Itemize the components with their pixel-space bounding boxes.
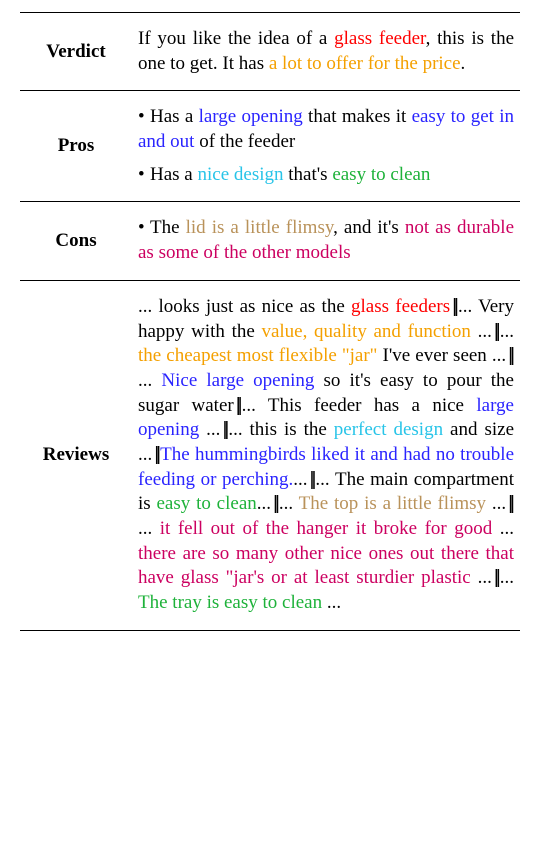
text-span: ... xyxy=(500,567,514,588)
text-span: The top is a little flimsy xyxy=(299,493,486,514)
text-span: that makes it xyxy=(303,106,412,127)
separator-icon: || xyxy=(492,566,500,591)
text-span: easy to clean xyxy=(332,164,430,185)
label-verdict: Verdict xyxy=(20,13,132,91)
text-span: nice design xyxy=(197,164,283,185)
text-span: glass feeder xyxy=(334,28,425,49)
text-span: Has a xyxy=(150,164,197,185)
text-span: glass feeders xyxy=(351,296,450,317)
text-span: . xyxy=(461,53,466,74)
separator-icon: || xyxy=(271,492,279,517)
content-reviews: ... looks just as nice as the glass feed… xyxy=(132,280,520,630)
row-cons: Cons • The lid is a little flimsy, and i… xyxy=(20,202,520,280)
text-span: ... xyxy=(471,321,492,342)
separator-icon: || xyxy=(492,320,500,345)
bullet-icon: • xyxy=(138,163,150,188)
text-span: I've ever seen ... xyxy=(377,345,506,366)
text-span: ... xyxy=(138,518,160,539)
text-span: ... xyxy=(486,493,506,514)
text-span: The xyxy=(150,217,186,238)
separator-icon: || xyxy=(152,443,160,468)
text-span: , and it's xyxy=(333,217,405,238)
label-cons: Cons xyxy=(20,202,132,280)
text-span: The tray is easy to clean xyxy=(138,592,322,613)
content-cons: • The lid is a little flimsy, and it's n… xyxy=(132,202,520,280)
text-span: ... xyxy=(293,469,307,490)
list-item: • Has a nice design that's easy to clean xyxy=(138,163,514,188)
text-span: that's xyxy=(284,164,333,185)
text-span: If you like the idea of a xyxy=(138,28,334,49)
text-span: value, quality and function xyxy=(261,321,470,342)
text-span: Has a xyxy=(150,106,199,127)
text-span: large opening xyxy=(199,106,303,127)
text-span: Nice large opening xyxy=(161,370,314,391)
bullet-icon: • xyxy=(138,216,150,241)
list-item: • The lid is a little flimsy, and it's n… xyxy=(138,216,514,265)
text-span: a lot to offer for the price xyxy=(269,53,461,74)
text-span: ... This feeder has a nice xyxy=(242,395,477,416)
separator-icon: || xyxy=(234,394,242,419)
label-pros: Pros xyxy=(20,91,132,202)
text-span: the cheapest most flexible "jar" xyxy=(138,345,377,366)
text-span: ... xyxy=(279,493,299,514)
separator-icon: || xyxy=(506,492,514,517)
text-span: ... xyxy=(492,518,514,539)
text-span: ... xyxy=(322,592,341,613)
text-span: perfect design xyxy=(334,419,443,440)
text-span: ... xyxy=(257,493,271,514)
text-span: ... xyxy=(500,321,514,342)
content-pros: • Has a large opening that makes it easy… xyxy=(132,91,520,202)
bullet-icon: • xyxy=(138,105,150,130)
text-span: ... this is the xyxy=(228,419,333,440)
text-span: it fell out of the hanger it broke for g… xyxy=(160,518,492,539)
text-span: ... xyxy=(199,419,220,440)
list-item: • Has a large opening that makes it easy… xyxy=(138,105,514,154)
text-span: ... looks just as nice as the xyxy=(138,296,351,317)
text-span: easy to clean xyxy=(157,493,257,514)
text-span: lid is a little flimsy xyxy=(186,217,334,238)
bullet-list: • Has a large opening that makes it easy… xyxy=(138,105,514,187)
text-span: there are so many other nice ones out th… xyxy=(138,543,514,589)
row-pros: Pros • Has a large opening that makes it… xyxy=(20,91,520,202)
summary-table: Verdict If you like the idea of a glass … xyxy=(20,12,520,631)
text-span: ... xyxy=(138,370,161,391)
text-span: of the feeder xyxy=(194,131,295,152)
separator-icon: || xyxy=(506,344,514,369)
content-verdict: If you like the idea of a glass feeder, … xyxy=(132,13,520,91)
label-reviews: Reviews xyxy=(20,280,132,630)
bullet-list: • The lid is a little flimsy, and it's n… xyxy=(138,216,514,265)
row-verdict: Verdict If you like the idea of a glass … xyxy=(20,13,520,91)
separator-icon: || xyxy=(450,295,458,320)
text-span: ... xyxy=(471,567,492,588)
row-reviews: Reviews ... looks just as nice as the gl… xyxy=(20,280,520,630)
